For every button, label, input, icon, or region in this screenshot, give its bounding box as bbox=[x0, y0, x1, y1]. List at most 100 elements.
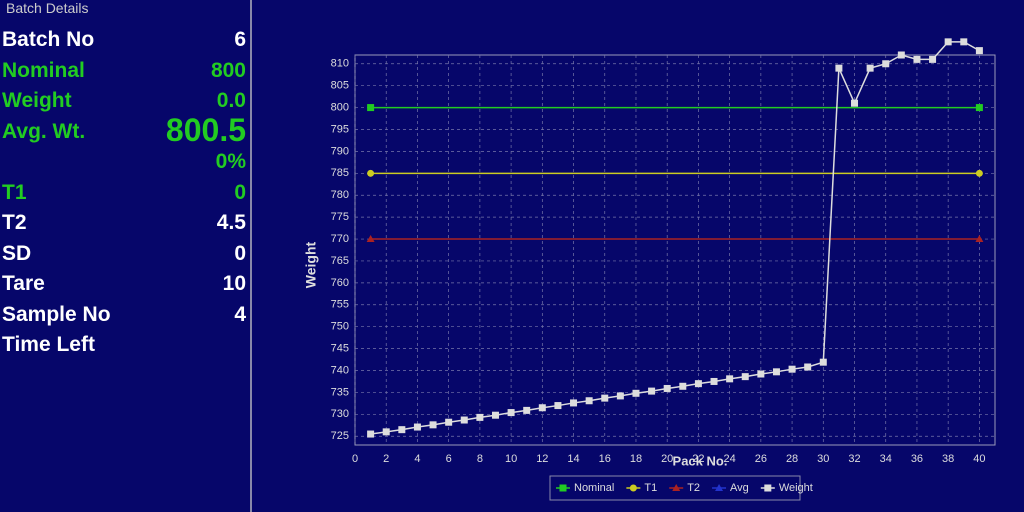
series-line bbox=[370, 41, 980, 435]
y-tick-label: 785 bbox=[331, 167, 349, 179]
plot-area bbox=[354, 54, 996, 446]
marker bbox=[741, 373, 749, 381]
y-tick-label: 780 bbox=[331, 189, 349, 201]
x-tick-label: 20 bbox=[661, 453, 673, 465]
y-tick-label: 730 bbox=[331, 408, 349, 420]
panel-row: 0% bbox=[2, 150, 246, 180]
x-axis-label: Pack No. bbox=[673, 453, 728, 468]
row-label: Avg. Wt. bbox=[2, 119, 86, 143]
row-label: SD bbox=[2, 241, 32, 265]
marker bbox=[819, 358, 827, 366]
marker bbox=[491, 411, 499, 419]
x-tick-label: 18 bbox=[630, 453, 642, 465]
x-tick-label: 10 bbox=[505, 453, 517, 465]
row-value: 4.5 bbox=[216, 211, 246, 234]
x-tick-label: 14 bbox=[567, 453, 579, 465]
marker bbox=[507, 409, 515, 417]
y-tick-label: 725 bbox=[331, 430, 349, 442]
x-tick-label: 12 bbox=[536, 453, 548, 465]
panel-row: Tare 10 bbox=[2, 272, 246, 302]
y-tick-label: 770 bbox=[331, 233, 349, 245]
batch-panel: Batch Details Batch No 6 Nominal 800 Weight 0… bbox=[0, 0, 252, 512]
x-tick-label: 0 bbox=[352, 453, 358, 465]
panel-row: T1 0 bbox=[2, 181, 246, 211]
marker bbox=[523, 406, 531, 414]
marker bbox=[975, 169, 983, 177]
marker bbox=[538, 404, 546, 412]
row-label: T2 bbox=[2, 211, 27, 234]
legend-box bbox=[549, 475, 801, 501]
row-value: 10 bbox=[222, 272, 246, 295]
marker bbox=[629, 484, 637, 492]
row-label: Time Left bbox=[2, 333, 95, 356]
row-value: 800.5 bbox=[165, 111, 246, 148]
marker bbox=[944, 38, 952, 46]
marker bbox=[882, 60, 890, 68]
marker bbox=[694, 380, 702, 388]
panel-row: Sample No 4 bbox=[2, 303, 246, 333]
x-tick-label: 26 bbox=[755, 453, 767, 465]
y-tick-label: 795 bbox=[331, 123, 349, 135]
marker bbox=[757, 370, 765, 378]
marker bbox=[835, 64, 843, 72]
marker bbox=[632, 389, 640, 397]
marker bbox=[672, 484, 681, 491]
row-value: 800 bbox=[210, 58, 246, 82]
marker bbox=[663, 384, 671, 392]
x-tick-label: 22 bbox=[692, 453, 704, 465]
marker bbox=[382, 428, 390, 436]
marker bbox=[726, 375, 734, 383]
marker bbox=[398, 426, 406, 434]
marker bbox=[413, 423, 421, 431]
row-value: 6 bbox=[234, 28, 246, 51]
marker bbox=[554, 402, 562, 410]
marker bbox=[559, 484, 567, 492]
y-tick-label: 740 bbox=[331, 364, 349, 376]
y-tick-label: 810 bbox=[331, 58, 349, 70]
marker bbox=[585, 397, 593, 405]
marker bbox=[715, 484, 724, 491]
marker bbox=[764, 484, 772, 492]
row-value: 0 bbox=[234, 241, 246, 265]
marker bbox=[929, 55, 937, 63]
x-tick-label: 32 bbox=[848, 453, 860, 465]
y-tick-label: 750 bbox=[331, 321, 349, 333]
marker bbox=[975, 104, 983, 112]
y-tick-label: 735 bbox=[331, 386, 349, 398]
x-tick-label: 2 bbox=[383, 453, 389, 465]
y-tick-label: 800 bbox=[331, 101, 349, 113]
x-tick-label: 38 bbox=[942, 453, 954, 465]
marker bbox=[710, 377, 718, 385]
x-tick-label: 36 bbox=[911, 453, 923, 465]
row-value: 0 bbox=[234, 180, 246, 204]
y-tick-label: 805 bbox=[331, 80, 349, 92]
row-value: 4 bbox=[234, 302, 246, 326]
marker bbox=[960, 38, 968, 46]
panel-row: Time Left bbox=[2, 333, 246, 363]
marker bbox=[679, 382, 687, 390]
row-label: Weight bbox=[2, 89, 72, 112]
panel-row: Weight 0.0 bbox=[2, 89, 246, 119]
row-label: Batch No bbox=[2, 28, 95, 51]
marker bbox=[897, 51, 905, 59]
marker bbox=[601, 394, 609, 402]
row-label: Tare bbox=[2, 272, 45, 295]
x-tick-label: 4 bbox=[414, 453, 420, 465]
x-tick-label: 30 bbox=[817, 453, 829, 465]
x-tick-label: 16 bbox=[599, 453, 611, 465]
panel-row: T2 4.5 bbox=[2, 211, 246, 241]
marker bbox=[367, 104, 375, 112]
marker bbox=[366, 235, 375, 243]
marker bbox=[460, 416, 468, 424]
panel-title: Batch Details bbox=[6, 0, 89, 16]
panel-row: Nominal 800 bbox=[2, 59, 246, 89]
row-label: Sample No bbox=[2, 302, 111, 326]
y-tick-label: 790 bbox=[331, 145, 349, 157]
marker bbox=[975, 47, 983, 55]
x-tick-label: 28 bbox=[786, 453, 798, 465]
marker bbox=[913, 55, 921, 63]
marker bbox=[570, 399, 578, 407]
panel-row: SD 0 bbox=[2, 242, 246, 272]
legend-label: Nominal bbox=[574, 482, 614, 494]
